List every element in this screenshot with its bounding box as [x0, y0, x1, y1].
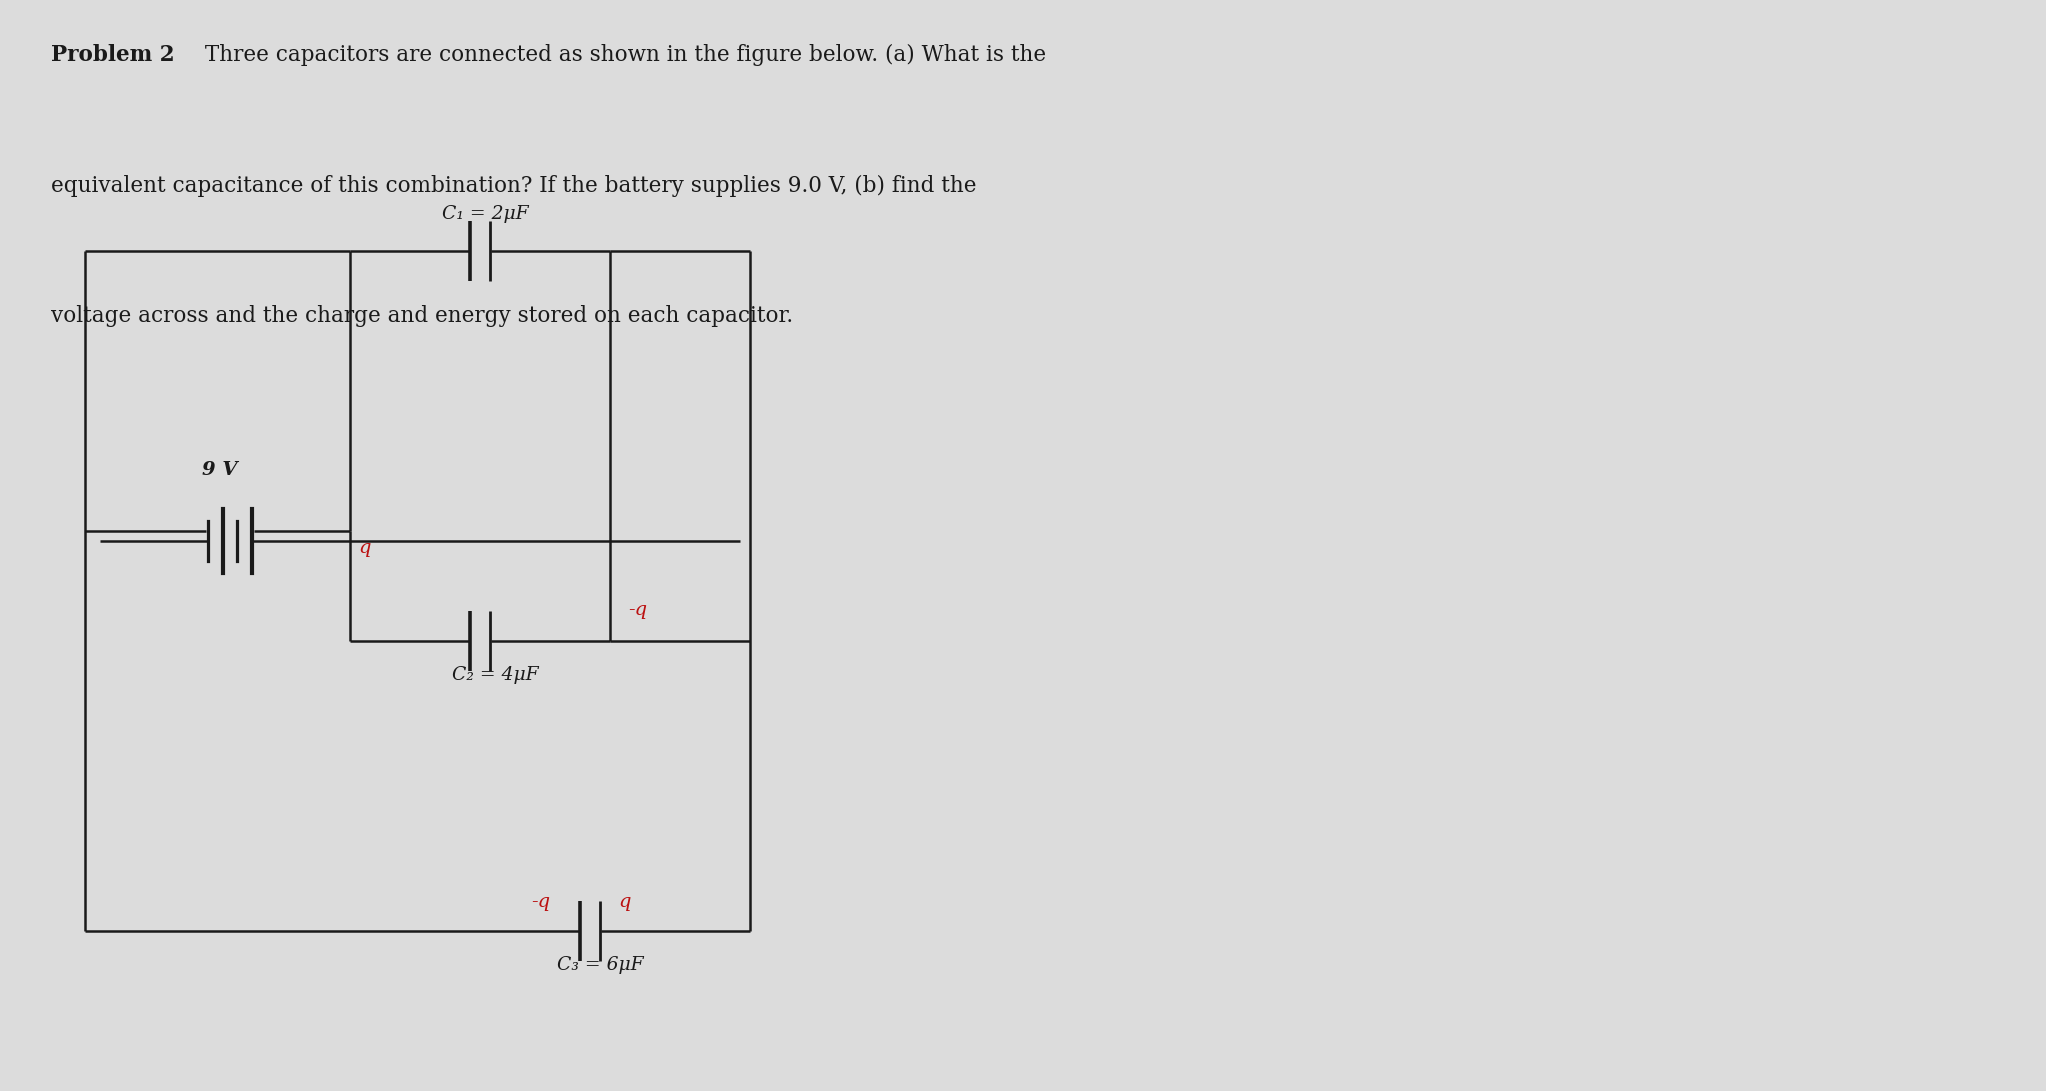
Text: equivalent capacitance of this combination? If the battery supplies 9.0 V, (b) f: equivalent capacitance of this combinati… [51, 175, 976, 196]
Text: -q: -q [628, 601, 647, 619]
Text: Problem 2: Problem 2 [51, 44, 174, 65]
Text: C₃ = 6μF: C₃ = 6μF [557, 956, 642, 974]
Text: q: q [358, 539, 370, 558]
Text: C₁ = 2μF: C₁ = 2μF [442, 205, 528, 223]
Text: 9 V: 9 V [203, 461, 237, 479]
Text: C₂ = 4μF: C₂ = 4μF [452, 666, 538, 684]
Text: Three capacitors are connected as shown in the figure below. (a) What is the: Three capacitors are connected as shown … [198, 44, 1048, 65]
Text: q: q [618, 894, 630, 911]
Text: voltage across and the charge and energy stored on each capacitor.: voltage across and the charge and energy… [51, 305, 794, 327]
Text: -q: -q [530, 894, 550, 911]
